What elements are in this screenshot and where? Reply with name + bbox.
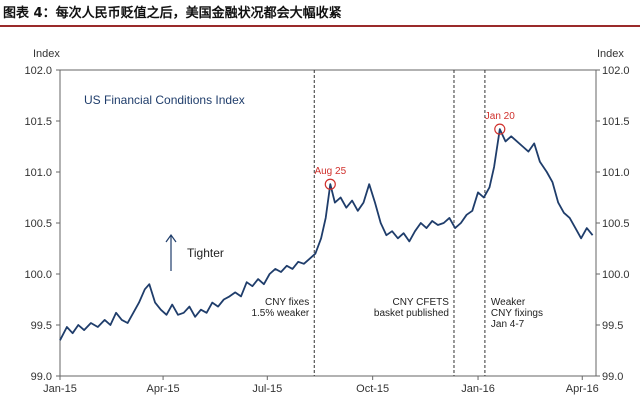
y-tick-label-left: 99.5	[31, 320, 52, 332]
x-tick-label: Oct-15	[356, 383, 389, 395]
x-tick-label: Jul-15	[252, 383, 282, 395]
highlight-label: Jan 20	[485, 111, 515, 122]
y-tick-label-left: 99.0	[31, 371, 52, 383]
event-annotation-line: CNY CFETS	[392, 297, 449, 308]
y-tick-label-right: 99.0	[602, 371, 623, 383]
y-tick-label-right: 99.5	[602, 320, 623, 332]
x-tick-label: Jan-15	[43, 383, 77, 395]
x-ticks: Jan-15 Apr-15 Jul-15 Oct-15 Jan-16 Apr-16	[43, 376, 599, 395]
y-tick-label-right: 100.5	[602, 218, 630, 230]
y-ticks-right: 99.0 99.5 100.0 100.5 101.0 101.5 102.0	[596, 65, 630, 383]
y-tick-label-left: 101.0	[24, 167, 52, 179]
event-annotation-line: Weaker	[491, 297, 526, 308]
title-rule	[0, 25, 640, 27]
event-annotation-line: basket published	[374, 308, 449, 319]
tighter-label: Tighter	[187, 246, 224, 260]
y-ticks-left: 99.0 99.5 100.0 100.5 101.0 101.5 102.0	[24, 65, 60, 383]
plot-frame	[59, 69, 597, 377]
fci-series-line	[59, 128, 594, 341]
x-tick-label: Jan-16	[461, 383, 495, 395]
legend-label: US Financial Conditions Index	[84, 93, 245, 107]
x-tick-label: Apr-15	[147, 383, 180, 395]
tighter-arrow-icon	[165, 233, 177, 271]
event-annotation-line: Jan 4-7	[491, 319, 525, 330]
event-lines	[313, 70, 486, 376]
right-axis-title: Index	[597, 48, 624, 60]
y-tick-label-left: 100.0	[24, 269, 52, 281]
y-tick-label-right: 101.5	[602, 116, 630, 128]
highlight-label: Aug 25	[314, 166, 346, 177]
highlight-circle	[324, 178, 336, 190]
y-tick-label-right: 100.0	[602, 269, 630, 281]
y-tick-label-left: 100.5	[24, 218, 52, 230]
y-tick-label-left: 101.5	[24, 116, 52, 128]
figure-title: 图表 4：每次人民币贬值之后，美国金融状况都会大幅收紧	[3, 6, 342, 21]
left-axis-title: Index	[33, 48, 60, 60]
event-annotation-line: CNY fixes	[265, 297, 309, 308]
x-tick-label: Apr-16	[566, 383, 599, 395]
highlight-circle	[494, 123, 506, 135]
y-tick-label-right: 102.0	[602, 65, 630, 77]
y-tick-label-left: 102.0	[24, 65, 52, 77]
event-annotation-line: 1.5% weaker	[251, 308, 309, 319]
highlight-markers: Aug 25 Jan 20	[314, 111, 515, 190]
event-annotation-line: CNY fixings	[491, 308, 543, 319]
y-tick-label-right: 101.0	[602, 167, 630, 179]
